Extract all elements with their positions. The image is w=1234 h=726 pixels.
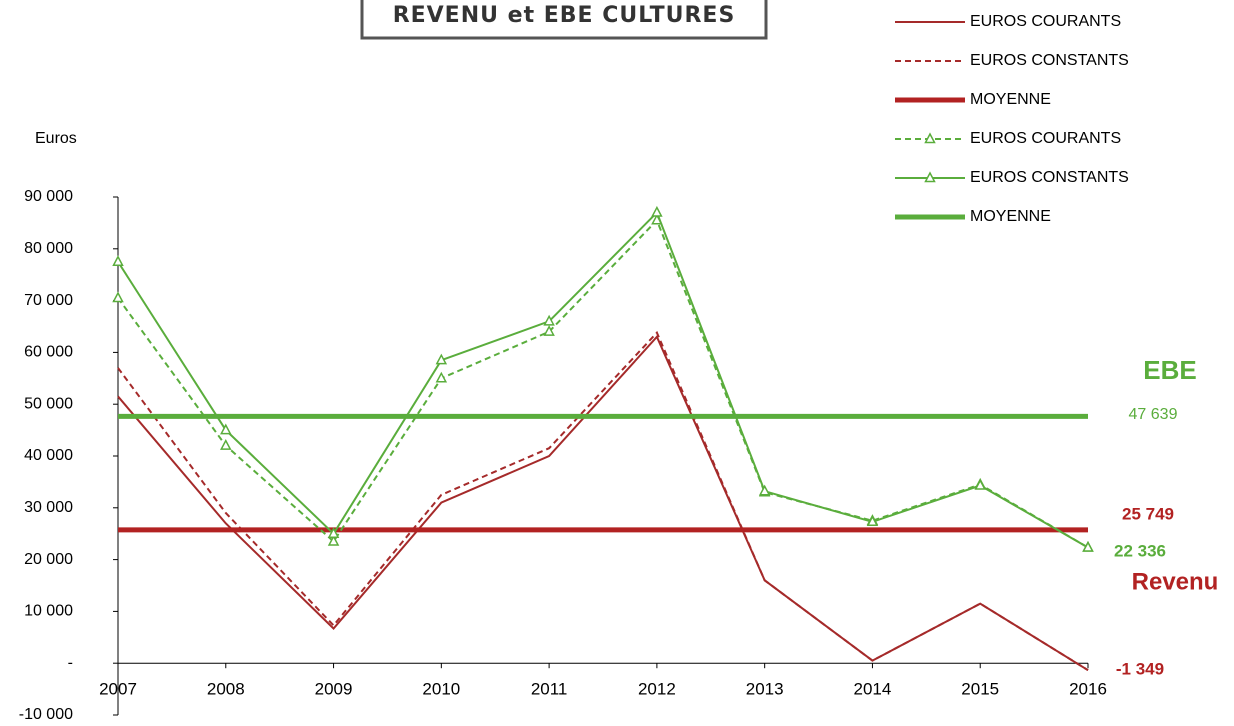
y-tick-label: 40 000 <box>24 447 73 464</box>
y-tick-label: 90 000 <box>24 188 73 205</box>
series-line <box>117 335 1089 672</box>
y-tick-label: - <box>68 654 73 671</box>
marker <box>1082 540 1094 552</box>
marker <box>435 371 448 383</box>
legend-label: EUROS COURANTS <box>970 13 1121 30</box>
y-tick-label: 60 000 <box>24 344 73 361</box>
y-tick-label: 10 000 <box>24 603 73 620</box>
marker <box>758 484 771 496</box>
marker <box>543 325 555 336</box>
marker <box>651 205 663 217</box>
x-tick-label: 2009 <box>315 680 353 699</box>
y-tick-label: 30 000 <box>24 499 73 516</box>
legend-label: EUROS CONSTANTS <box>970 169 1129 186</box>
annotation: 47 639 <box>1129 406 1178 423</box>
chart-title: REVENU et EBE CULTURES <box>393 3 736 28</box>
x-tick-label: 2010 <box>422 680 460 699</box>
series-line <box>117 330 1089 672</box>
marker <box>220 439 232 450</box>
y-tick-label: 20 000 <box>24 551 73 568</box>
legend-label: MOYENNE <box>970 91 1051 108</box>
x-tick-label: 2007 <box>99 680 137 699</box>
x-tick-label: 2013 <box>746 680 784 699</box>
x-tick-label: 2011 <box>531 680 568 699</box>
legend-label: EUROS CONSTANTS <box>970 52 1129 69</box>
legend-marker <box>924 132 936 144</box>
annotation: EBE <box>1143 355 1196 385</box>
y-tick-label: 70 000 <box>24 292 73 309</box>
x-tick-label: 2012 <box>638 680 676 699</box>
legend-marker <box>924 171 936 183</box>
x-tick-label: 2008 <box>207 680 245 699</box>
x-tick-label: 2015 <box>961 680 999 699</box>
marker <box>866 515 879 527</box>
marker <box>112 255 124 266</box>
legend-label: EUROS COURANTS <box>970 130 1121 147</box>
title-box <box>360 0 768 40</box>
marker <box>543 314 555 326</box>
marker <box>435 353 448 365</box>
marker <box>327 527 340 538</box>
y-axis-label: Euros <box>35 130 77 147</box>
annotation: 22 336 <box>1114 541 1166 560</box>
legend-label: MOYENNE <box>970 208 1051 225</box>
annotation: 25 749 <box>1122 504 1174 523</box>
x-tick-label: 2016 <box>1069 680 1107 699</box>
marker <box>327 534 340 546</box>
marker <box>220 423 232 435</box>
series-line <box>117 210 1089 549</box>
y-tick-label: -10 000 <box>19 706 73 723</box>
y-tick-label: 80 000 <box>24 240 73 257</box>
y-tick-label: 50 000 <box>24 395 73 412</box>
annotation: Revenu <box>1132 568 1219 595</box>
x-tick-label: 2014 <box>854 680 892 699</box>
annotation: -1 349 <box>1116 659 1164 678</box>
marker <box>112 291 124 303</box>
marker <box>974 478 986 490</box>
